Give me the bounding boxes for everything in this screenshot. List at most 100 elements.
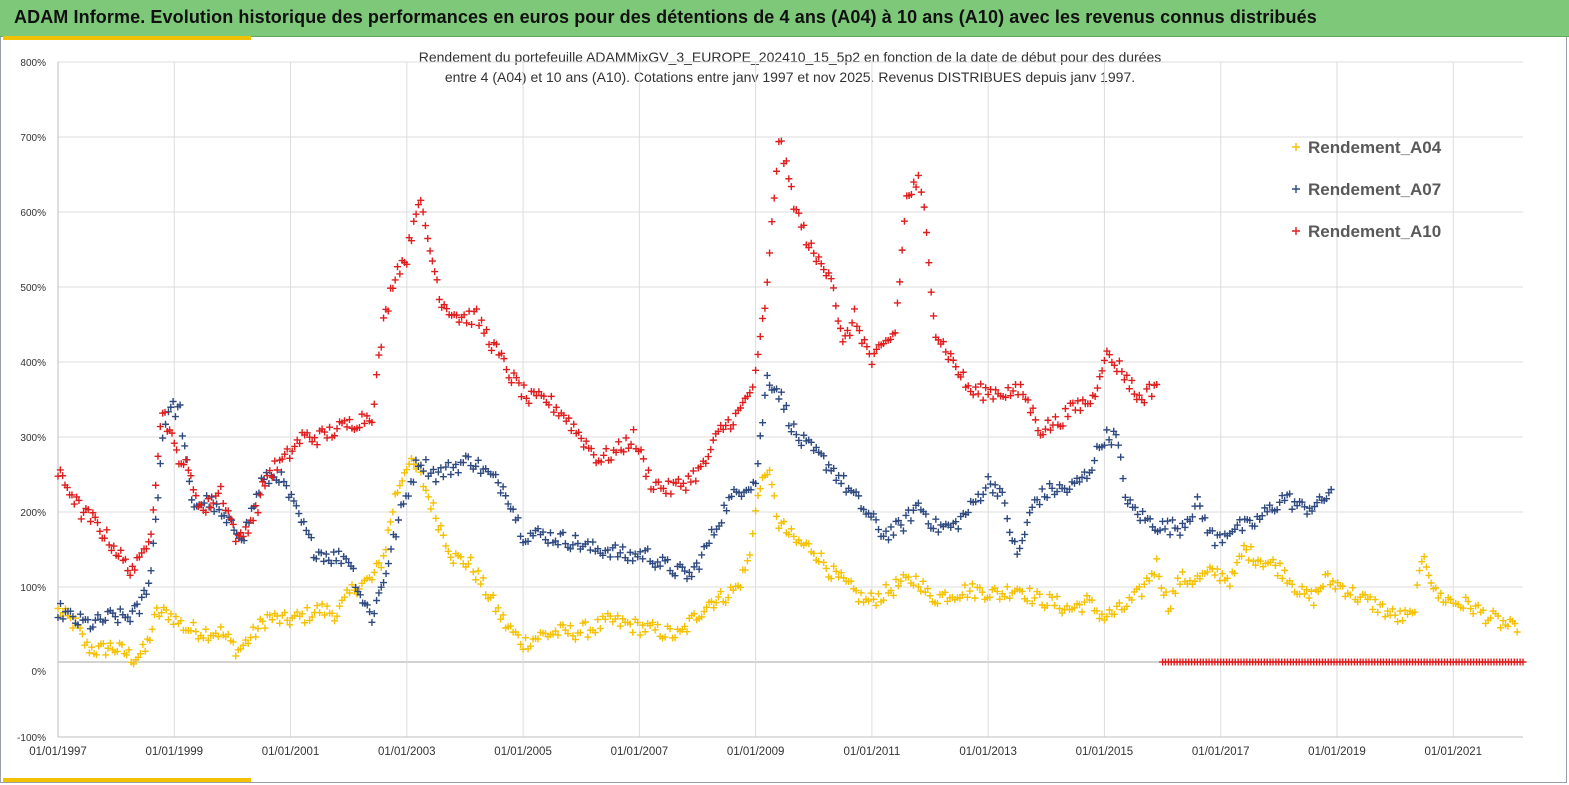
- data-point: [914, 583, 922, 591]
- data-point: [1013, 550, 1021, 558]
- data-point: [754, 460, 762, 468]
- data-point: [924, 520, 932, 528]
- data-point: [887, 587, 895, 595]
- data-point: [907, 517, 915, 525]
- data-point: [1024, 396, 1032, 404]
- data-point: [551, 537, 559, 545]
- data-point: [1186, 517, 1194, 525]
- data-point: [534, 525, 542, 533]
- data-point: [761, 391, 769, 399]
- data-point: [968, 580, 976, 588]
- data-point: [1381, 613, 1389, 621]
- data-point: [630, 426, 638, 434]
- data-point: [1123, 602, 1131, 610]
- data-point: [164, 616, 172, 624]
- y-axis: -100% 0% 100% 200% 300% 400% 500% 600% 700% 800%: [17, 58, 59, 744]
- data-point: [239, 641, 247, 649]
- data-point: [301, 619, 309, 627]
- x-tick-label: 01/01/2021: [1424, 746, 1482, 758]
- data-point: [1242, 546, 1250, 554]
- data-point: [1238, 527, 1246, 535]
- data-point: [807, 239, 815, 247]
- data-point: [1413, 581, 1421, 589]
- data-point: [219, 500, 227, 508]
- data-point: [475, 321, 483, 329]
- data-point: [702, 459, 710, 467]
- data-point: [637, 446, 645, 454]
- data-point: [1513, 628, 1521, 636]
- data-point: [1131, 504, 1139, 512]
- data-point: [752, 479, 760, 487]
- data-point: [229, 520, 237, 528]
- data-point: [494, 604, 502, 612]
- data-point: [654, 478, 662, 486]
- data-point: [1093, 607, 1101, 615]
- data-point: [594, 616, 602, 624]
- data-point: [403, 260, 411, 268]
- data-point: [707, 597, 715, 605]
- data-point: [1105, 606, 1113, 614]
- page-title: ADAM Informe. Evolution historique des p…: [14, 7, 1317, 27]
- data-point: [327, 559, 335, 567]
- data-point: [759, 314, 767, 322]
- data-point: [565, 414, 573, 422]
- data-point: [1145, 380, 1153, 388]
- data-point: [763, 371, 771, 379]
- x-tick-label: 01/01/2013: [959, 746, 1017, 758]
- data-point: [332, 557, 340, 565]
- data-point: [1098, 610, 1106, 618]
- data-point: [440, 301, 448, 309]
- data-point: [1423, 563, 1430, 571]
- data-point: [447, 553, 455, 561]
- data-point: [1071, 479, 1079, 487]
- data-point: [629, 557, 637, 565]
- data-point: [419, 467, 427, 475]
- data-point: [807, 438, 815, 446]
- data-point: [1191, 577, 1199, 585]
- data-point: [1093, 384, 1101, 392]
- data-point: [620, 448, 628, 456]
- data-point: [889, 591, 897, 599]
- data-point: [616, 622, 624, 630]
- data-point: [492, 471, 500, 479]
- data-point: [1100, 616, 1108, 624]
- data-point: [1126, 496, 1134, 504]
- data-point: [66, 607, 74, 615]
- data-point: [564, 630, 572, 638]
- y-tick-label: 700%: [20, 133, 46, 144]
- data-point: [1174, 574, 1182, 582]
- data-point: [1401, 606, 1409, 614]
- data-point: [974, 390, 982, 398]
- data-point: [949, 356, 957, 364]
- data-point: [634, 619, 642, 627]
- data-point: [719, 425, 727, 433]
- data-point: [1086, 400, 1094, 408]
- data-point: [170, 439, 178, 447]
- data-point: [384, 307, 392, 315]
- data-point: [237, 645, 245, 653]
- data-point: [281, 450, 289, 458]
- data-point: [84, 616, 92, 624]
- data-point: [636, 631, 644, 639]
- data-point: [920, 203, 928, 211]
- data-point: [134, 653, 142, 661]
- data-point: [1266, 501, 1274, 509]
- data-point: [863, 343, 871, 351]
- data-point: [389, 508, 397, 516]
- data-point: [559, 528, 567, 536]
- data-point: [156, 460, 164, 468]
- data-point: [131, 566, 139, 574]
- data-point: [412, 456, 420, 464]
- data-point: [792, 431, 800, 439]
- x-tick-label: 01/01/2007: [611, 746, 669, 758]
- data-point: [265, 479, 273, 487]
- data-point: [952, 518, 960, 526]
- data-point: [395, 516, 403, 524]
- data-point: [460, 311, 468, 319]
- data-point: [832, 476, 840, 484]
- data-point: [626, 548, 634, 556]
- data-point: [1118, 368, 1126, 376]
- data-point: [467, 553, 475, 561]
- data-point: [176, 401, 184, 409]
- data-point: [512, 374, 520, 382]
